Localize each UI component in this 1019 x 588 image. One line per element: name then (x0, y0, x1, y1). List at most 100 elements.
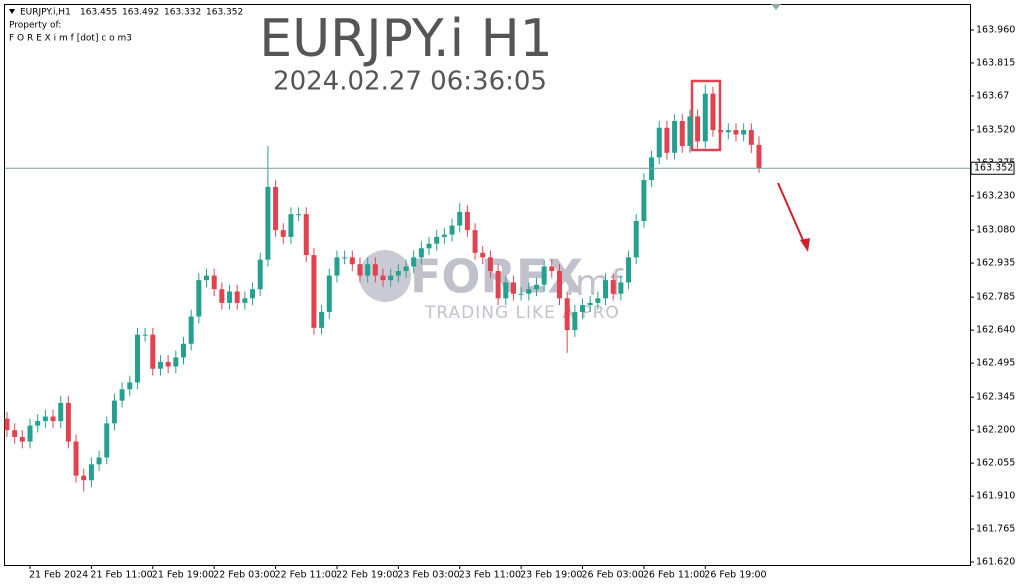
candle-body (595, 298, 601, 303)
candle-body (656, 127, 662, 158)
candle-body (150, 334, 156, 369)
candle-body (610, 280, 616, 294)
candle-body (672, 120, 678, 153)
x-tick-label: 26 Feb 11:00 (643, 570, 705, 581)
candle-body (4, 418, 10, 431)
candle-body (549, 266, 555, 272)
candle-body (88, 464, 94, 481)
candle-body (741, 130, 747, 135)
candle-body (334, 257, 340, 276)
candle-body (388, 275, 394, 281)
candle-body (464, 211, 470, 231)
x-tick-label: 22 Feb 03:00 (213, 570, 275, 581)
candle-body (288, 214, 294, 237)
y-tick-label: 162.495 (976, 358, 1015, 369)
x-tick-label: 23 Feb 03:00 (397, 570, 459, 581)
candle-body (204, 275, 210, 281)
y-tick-label: 163.815 (976, 57, 1015, 68)
candle-body (449, 225, 455, 235)
candle-body (273, 186, 279, 231)
candle-body (180, 343, 186, 358)
candle-body (695, 116, 701, 142)
watermark-title: EURJPY.i H1 (259, 9, 553, 69)
y-tick-label: 163.230 (976, 190, 1015, 201)
candle-body (541, 266, 547, 285)
y-tick-label: 163.960 (976, 25, 1015, 36)
y-tick-label: 162.055 (976, 458, 1015, 469)
candle-body (756, 144, 762, 169)
price-box (970, 161, 1015, 175)
candle-body (718, 130, 724, 133)
candle-body (219, 289, 225, 303)
candle-body (12, 430, 18, 437)
shift-marker (771, 4, 781, 10)
x-tick-label: 23 Feb 11:00 (459, 570, 521, 581)
property-line: Property of: (9, 21, 61, 31)
candle-body (526, 289, 532, 294)
arrow-head (800, 238, 810, 252)
candle-body (211, 275, 217, 290)
candle-body (495, 271, 501, 299)
candle-body (173, 357, 179, 367)
candle-body (395, 271, 401, 276)
candle-body (311, 255, 317, 328)
arrow-line (777, 182, 807, 248)
x-tick-label: 22 Feb 11:00 (275, 570, 337, 581)
candle-body (710, 93, 716, 131)
candle-body (96, 457, 102, 465)
candle-body (441, 234, 447, 237)
candle-body (748, 130, 754, 145)
header-value: 163.332 (164, 8, 201, 18)
candle-body (65, 402, 71, 442)
candle-body (19, 436, 25, 442)
candle-body (510, 282, 516, 294)
candle-body (242, 298, 248, 303)
candle-body (50, 416, 56, 422)
candle-body (165, 361, 171, 367)
candle-body (572, 311, 578, 331)
x-tick-label: 26 Feb 03:00 (582, 570, 644, 581)
candle-body (587, 302, 593, 306)
candle-body (134, 334, 140, 383)
candle-body (58, 402, 64, 422)
candle-body (42, 416, 48, 422)
site-line: F O R E X i m f [dot] c o m3 (9, 34, 132, 44)
candle-body (157, 361, 163, 369)
candle-body (265, 186, 271, 260)
candle-body (702, 93, 708, 142)
candle-body (319, 311, 325, 328)
header-value: 163.492 (122, 8, 159, 18)
candle-body (626, 257, 632, 283)
candle-body (457, 211, 463, 226)
candle-body (234, 291, 240, 303)
y-tick-label: 162.345 (976, 392, 1015, 403)
candle-body (365, 264, 371, 276)
candle-body (250, 289, 256, 299)
y-tick-label: 163.520 (976, 125, 1015, 136)
candle-body (227, 291, 233, 303)
candle-body (296, 214, 302, 216)
candle-body (73, 441, 79, 476)
menu-arrow[interactable] (9, 9, 15, 14)
candle-body (480, 252, 486, 258)
candle-body (503, 282, 509, 299)
candle-body (280, 230, 286, 237)
candle-body (687, 116, 693, 146)
candle-body (372, 264, 378, 276)
candle-body (142, 334, 148, 336)
x-tick-label: 21 Feb 11:00 (90, 570, 152, 581)
y-tick-label: 162.200 (976, 425, 1015, 436)
candle-body (487, 257, 493, 272)
candle-body (104, 423, 110, 458)
y-tick-label: 161.765 (976, 524, 1015, 535)
candle-body (111, 400, 117, 424)
x-tick-label: 21 Feb 19:00 (152, 570, 214, 581)
candle-body (733, 130, 739, 135)
candle-body (188, 316, 194, 344)
candle-body (81, 475, 87, 481)
candle-body (518, 293, 524, 295)
candle-body (564, 298, 570, 331)
candle-body (127, 382, 133, 390)
candle-body (556, 271, 562, 299)
